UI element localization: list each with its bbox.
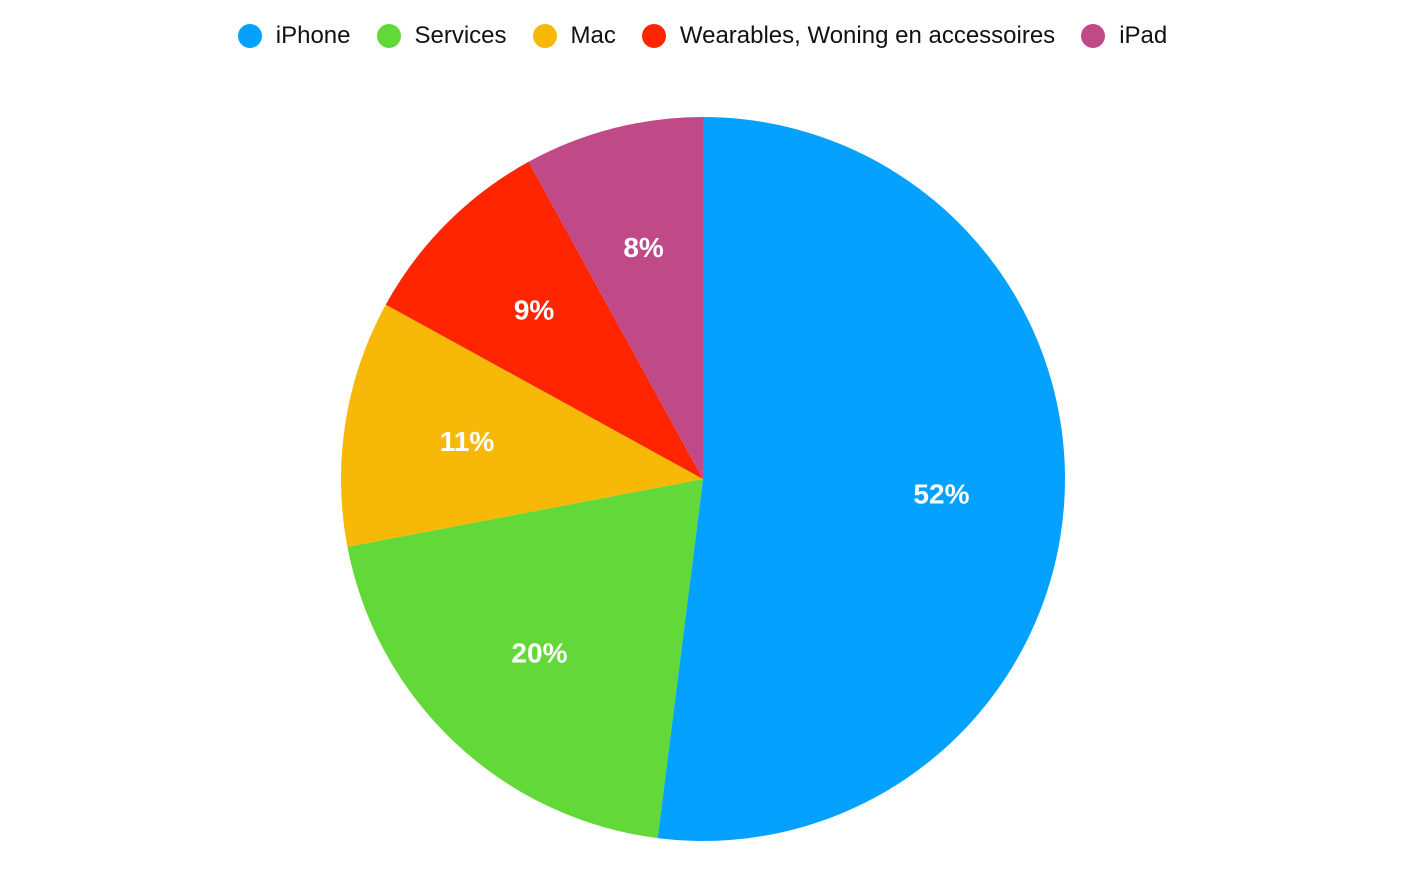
legend-label-iphone: iPhone — [275, 22, 351, 49]
legend-item-wearables[interactable]: Wearables, Woning en accessoires — [641, 22, 1056, 50]
slice-label-iphone: 52% — [913, 479, 969, 510]
legend-swatch-services — [376, 24, 401, 48]
slice-label-mac: 11% — [440, 426, 495, 457]
legend-swatch-wearables — [641, 24, 666, 48]
slice-label-ipad: 8% — [623, 232, 664, 263]
pie-slice-services[interactable] — [347, 479, 703, 839]
legend-item-services[interactable]: Services — [376, 22, 507, 50]
legend-label-wearables: Wearables, Woning en accessoires — [679, 22, 1056, 49]
legend-swatch-ipad — [1081, 24, 1106, 48]
legend-item-iphone[interactable]: iPhone — [237, 22, 351, 50]
legend-swatch-iphone — [237, 24, 262, 48]
pie-slice-ipad[interactable] — [528, 117, 703, 479]
pie-slice-wearables[interactable] — [385, 161, 703, 479]
pie-slice-mac[interactable] — [341, 304, 703, 547]
legend-label-mac: Mac — [570, 22, 616, 49]
legend-swatch-mac — [532, 24, 557, 48]
slice-label-services: 20% — [511, 638, 567, 669]
legend-label-services: Services — [414, 22, 507, 49]
pie-slice-iphone[interactable] — [657, 117, 1066, 841]
legend-item-ipad[interactable]: iPad — [1081, 22, 1167, 50]
slice-label-wearables: 9% — [514, 295, 555, 326]
chart-legend: iPhone Services Mac Wearables, Woning en… — [0, 22, 1405, 50]
legend-item-mac[interactable]: Mac — [532, 22, 616, 50]
legend-label-ipad: iPad — [1119, 22, 1168, 49]
